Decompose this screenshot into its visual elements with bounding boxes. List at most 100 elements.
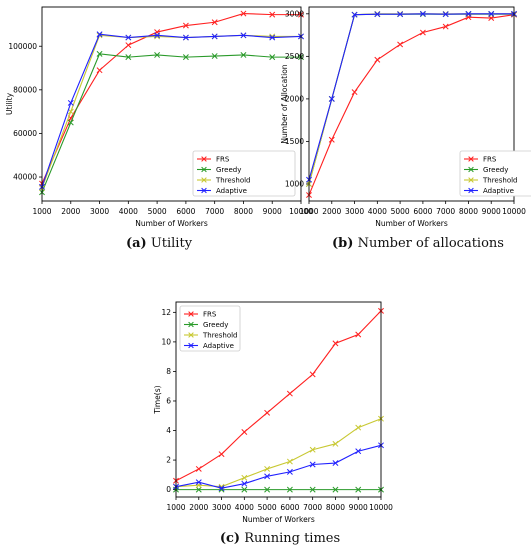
data-point [195,479,202,486]
legend-label: FRS [203,311,217,319]
series-line [308,14,515,196]
point-marker [286,486,293,493]
point-marker [96,50,103,57]
point-marker [442,23,449,30]
x-tick-label: 7000 [303,503,322,512]
data-point [240,52,247,58]
legend: FRS Greedy Threshold Adaptive [459,150,531,197]
data-point [195,465,202,472]
legend-box [179,305,241,352]
data-point [218,451,225,458]
point-marker [218,485,225,492]
point-marker [154,33,161,40]
data-point [374,56,381,63]
y-tick-label: 2 [166,456,171,465]
point-marker [328,95,335,102]
data-point [96,31,103,38]
x-tick-label: 7000 [205,207,224,216]
legend-marker [468,156,474,162]
caption-allocations: (b) Number of allocations [318,236,518,251]
caption-letter: (a) [125,236,147,251]
legend-marker [468,187,474,194]
data-point [351,11,358,18]
point-marker [397,41,404,48]
y-axis-label: Time(s) [153,385,162,414]
x-tick-label: 6000 [176,207,195,216]
point-marker [67,108,74,115]
x-tick-label: 5000 [391,207,410,216]
data-point [269,33,276,40]
point-marker [125,54,132,61]
point-marker [241,480,248,487]
point-marker [332,460,339,466]
x-tick-label: 2000 [189,503,208,512]
x-tick-label: 1000 [166,503,185,512]
legend-label: Threshold [482,177,518,185]
legend-box [459,150,531,197]
data-point [154,33,161,40]
series-threshold [173,415,384,490]
point-marker [269,33,276,40]
point-marker [309,446,316,453]
data-point [96,50,103,57]
y-tick-label: 1500 [285,137,304,146]
legend-label: Adaptive [203,342,234,350]
point-marker [309,461,316,468]
data-point [269,11,276,18]
data-point [286,468,293,475]
series-adaptive [39,31,304,190]
data-point [442,11,449,18]
x-tick-label: 4000 [119,207,138,216]
caption-text: Number of allocations [357,236,504,251]
point-marker [351,11,358,18]
point-marker [154,52,161,58]
x-tick-label: 6000 [413,207,432,216]
legend-marker [188,321,194,328]
y-axis-label: Number of Allocation [280,64,289,143]
point-marker [397,11,404,18]
data-point [67,119,74,126]
point-marker [269,11,276,18]
y-tick-label: 100000 [8,42,37,51]
point-marker [332,440,339,447]
data-point [182,22,189,29]
data-point [309,461,316,468]
point-marker [195,479,202,486]
series-greedy [173,486,384,493]
data-point [241,480,248,487]
legend-label: FRS [216,156,230,164]
data-point [332,460,339,466]
legend-marker [468,166,474,173]
x-tick-label: 1000 [32,207,51,216]
x-tick-label: 1000 [299,207,318,216]
data-point [355,424,362,431]
legend: FRS Greedy Threshold Adaptive [179,305,241,352]
point-marker [332,340,339,347]
data-point [264,486,271,493]
point-marker [286,390,293,397]
x-tick-label: 8000 [326,503,345,512]
data-point [309,486,316,493]
y-tick-label: 60000 [13,129,37,138]
data-point [241,429,248,435]
point-marker [211,19,218,26]
legend-label: Threshold [202,332,238,340]
legend-marker [468,177,474,183]
caption-utility: (a) Utility [104,236,214,251]
y-tick-label: 6 [166,397,171,406]
data-point [286,486,293,493]
x-tick-label: 2000 [322,207,341,216]
chart-2: 1000 2000 3000 4000 5000 6000 7000 8000 9000 1000… [153,301,393,524]
data-point [211,33,218,40]
point-marker [67,99,74,106]
point-marker [182,34,189,41]
x-tick-label: 7000 [436,207,455,216]
data-point [264,409,271,416]
legend-marker [201,177,207,183]
data-point [154,52,161,58]
x-tick-label: 4000 [235,503,254,512]
point-marker [96,31,103,38]
data-point [96,67,103,74]
data-point [397,41,404,48]
